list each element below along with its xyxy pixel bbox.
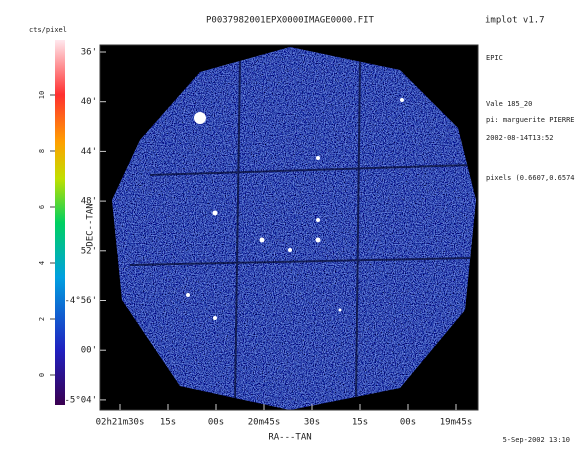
colorbar-tick-label: 0	[38, 373, 46, 377]
colorbar	[55, 40, 65, 405]
x-tick-label: 15s	[160, 418, 176, 428]
program: implot v1.7	[485, 16, 545, 26]
info-text: pi: marguerite PIERRE	[486, 116, 575, 124]
footer-date: 5-Sep-2002 13:10	[503, 436, 570, 444]
y-tick-label: 00'	[81, 346, 97, 356]
info-text: EPIC	[486, 54, 503, 62]
colorbar-tick-label: 2	[38, 317, 46, 321]
title: P0037982001EPX0000IMAGE0000.FIT	[206, 16, 375, 26]
colorbar-tick-label: 8	[38, 149, 46, 153]
x-tick-label: 15s	[352, 418, 368, 428]
x-label: RA---TAN	[268, 433, 311, 443]
x-tick-label: 02h21m30s	[96, 418, 145, 428]
info-text: pixels (0.6607,0.6574)	[486, 174, 575, 182]
colorbar-tick-label: 10	[38, 91, 46, 99]
x-tick-label: 19m45s	[440, 418, 473, 428]
y-tick-label: 40'	[81, 97, 97, 107]
x-tick-label: 20m45s	[248, 418, 281, 428]
y-tick-label: 44'	[81, 147, 97, 157]
y-tick-label: -4°56'	[64, 296, 97, 306]
figure: cts/pixel P0037982001EPX0000IMAGE0000.FI…	[0, 0, 575, 454]
y-tick-label: 52'	[81, 246, 97, 256]
colorbar-label: cts/pixel	[29, 26, 67, 34]
y-tick-label: 48'	[81, 197, 97, 207]
x-tick-label: 00s	[208, 418, 224, 428]
y-tick-label: -5°04'	[64, 395, 97, 405]
x-tick-label: 30s	[304, 418, 320, 428]
y-label: DEC--TAN	[86, 203, 96, 246]
y-tick-label: 36'	[81, 48, 97, 58]
x-tick-label: 00s	[400, 418, 416, 428]
info-text: 2002-08-14T13:52	[486, 134, 553, 142]
colorbar-tick-label: 4	[38, 261, 46, 265]
colorbar-tick-label: 6	[38, 205, 46, 209]
info-text: Vale 185_20	[486, 100, 532, 108]
page: cts/pixel P0037982001EPX0000IMAGE0000.FI…	[0, 0, 575, 454]
